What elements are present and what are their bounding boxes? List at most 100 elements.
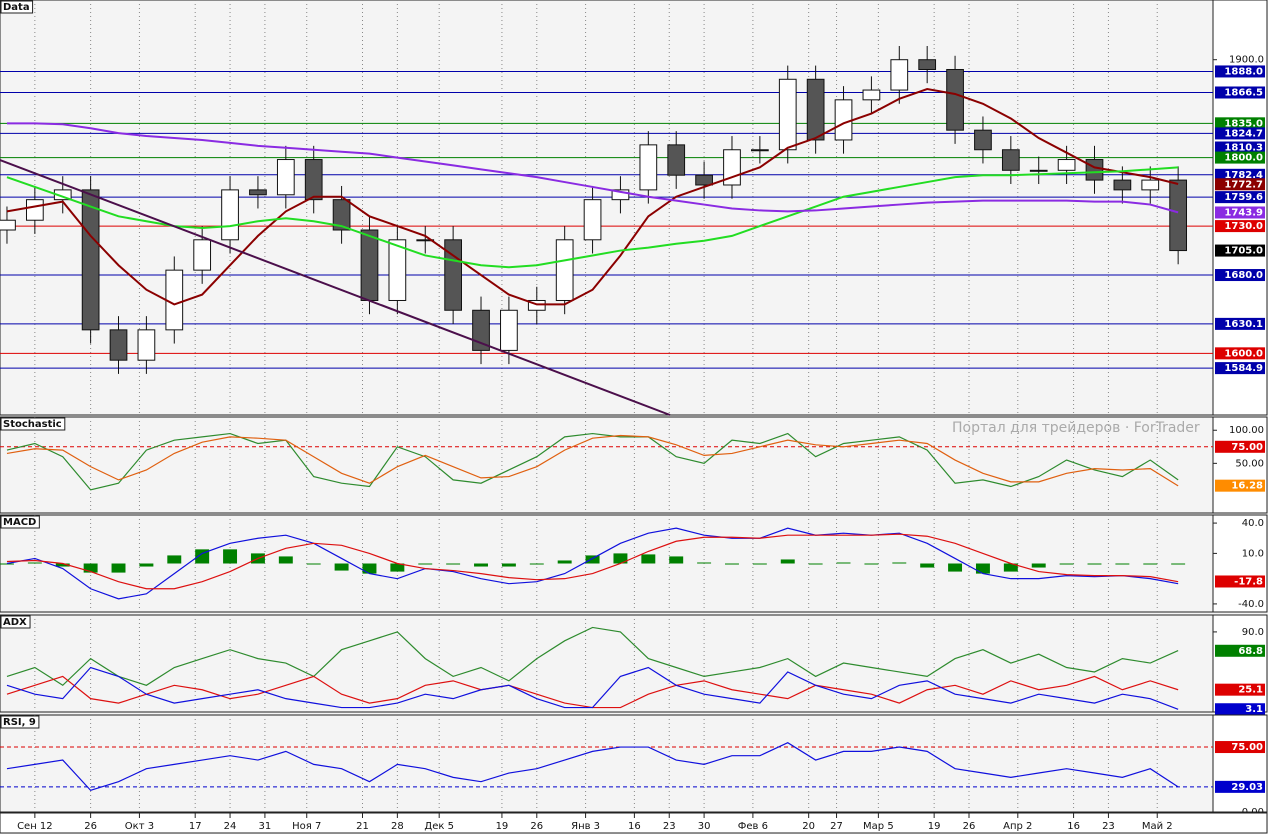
candle-body (667, 144, 686, 176)
y-tick-label: -40.0 (1238, 599, 1264, 610)
x-tick-label: 28 (391, 821, 404, 832)
level-label: 1772.7 (1224, 179, 1263, 190)
candle-body (1113, 179, 1132, 191)
candle-body (25, 199, 44, 221)
panel-title: MACD (3, 517, 36, 528)
x-tick-label: 21 (356, 821, 369, 832)
level-label: 1743.9 (1224, 207, 1263, 218)
trend-line (0, 159, 671, 416)
level-box (1215, 117, 1265, 130)
histogram-bar (195, 549, 210, 564)
level-box (1215, 191, 1265, 204)
panel-title: ADX (3, 617, 27, 628)
indicator-line (6, 432, 1179, 491)
level-box (1215, 575, 1265, 588)
level-box (1215, 220, 1265, 233)
level-box (1215, 141, 1265, 154)
candle-body (974, 129, 992, 151)
x-tick-label: 19 (928, 821, 941, 832)
indicator-line (6, 666, 1179, 710)
level-box (1215, 644, 1265, 657)
candle-body (388, 239, 407, 301)
histogram-bar (920, 563, 935, 568)
level-box (1215, 703, 1265, 716)
histogram-bar (529, 563, 544, 565)
indicator-line (6, 88, 1179, 306)
x-tick-label: 31 (259, 821, 272, 832)
level-box (1215, 347, 1265, 360)
level-box (1215, 362, 1265, 375)
x-tick-label: Янв 3 (571, 821, 600, 832)
histogram-bar (1031, 563, 1046, 568)
x-tick-label: Апр 2 (1003, 821, 1032, 832)
histogram-bar (306, 563, 321, 565)
histogram-bar (83, 563, 98, 573)
panel-title-box (0, 515, 40, 529)
x-tick-label: Дек 5 (424, 821, 454, 832)
candle-body (500, 309, 518, 351)
level-box (1215, 440, 1265, 453)
candle-body (1141, 179, 1160, 191)
histogram-bar (334, 563, 349, 571)
level-box (1215, 269, 1265, 282)
level-box (1215, 168, 1265, 181)
histogram-bar (836, 562, 851, 564)
candle-body (221, 189, 239, 241)
x-axis-background (0, 812, 1268, 834)
histogram-bar (139, 563, 154, 567)
x-tick-label: Окт 3 (125, 821, 154, 832)
x-tick-label: Ноя 7 (292, 821, 321, 832)
histogram-bar (1087, 563, 1102, 565)
histogram-bar (697, 562, 712, 564)
candle-body (611, 189, 630, 201)
level-label: 1630.1 (1224, 319, 1263, 330)
candle-body (0, 219, 16, 231)
x-tick-label: 30 (698, 821, 711, 832)
candle-body (416, 239, 435, 242)
x-tick-label: Сен 12 (17, 821, 53, 832)
histogram-bar (864, 563, 879, 565)
histogram-bar (501, 563, 516, 567)
watermark: Портал для трейдеров · ForTrader (952, 420, 1200, 436)
histogram-bar (111, 563, 126, 573)
level-box (1215, 65, 1265, 78)
candle-body (1057, 159, 1076, 171)
panel-title-box (0, 615, 31, 629)
panel-title: Stochastic (3, 419, 62, 430)
level-box (1215, 127, 1265, 140)
candle-body (1169, 179, 1188, 252)
histogram-bar (780, 559, 795, 564)
candle-body (918, 59, 937, 70)
candle-body (276, 159, 295, 196)
y-tick-label: 50.00 (1235, 458, 1264, 469)
level-label: 1824.7 (1224, 128, 1263, 139)
candle-body (472, 309, 490, 351)
candle-body (1085, 159, 1104, 181)
indicator-line (6, 434, 1179, 487)
candle-body (555, 239, 574, 301)
candle-body (304, 159, 323, 201)
candle-body (332, 199, 351, 231)
level-label: 1782.4 (1224, 170, 1263, 181)
candle-body (806, 78, 825, 141)
axis-background (1212, 714, 1268, 813)
x-tick-label: Май 2 (1142, 821, 1173, 832)
x-tick-label: 24 (224, 821, 237, 832)
indicator-line (6, 166, 1179, 269)
panel-background (0, 514, 1214, 613)
level-label: 75.00 (1231, 442, 1263, 453)
histogram-bar (362, 563, 377, 574)
indicator-line (6, 626, 1179, 687)
level-label: 1866.5 (1224, 87, 1263, 98)
histogram-bar (1143, 563, 1158, 565)
histogram-bar (725, 563, 739, 565)
panel-background (0, 0, 1214, 416)
candle-body (1001, 149, 1020, 171)
histogram-bar (892, 562, 907, 564)
x-tick-label: Фев 6 (738, 821, 768, 832)
x-tick-label: 27 (830, 821, 843, 832)
level-label: -17.8 (1234, 576, 1263, 587)
histogram-bar (167, 555, 182, 564)
candle-body (360, 229, 379, 301)
